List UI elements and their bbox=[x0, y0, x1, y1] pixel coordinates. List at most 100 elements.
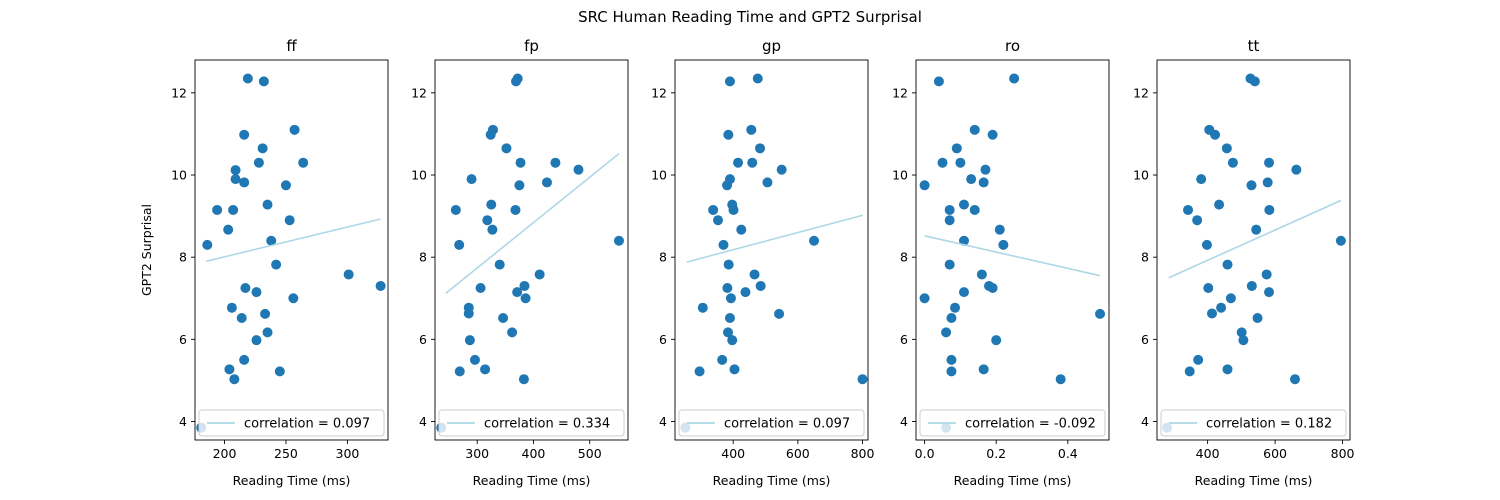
panel-title: fp bbox=[524, 37, 539, 55]
scatter-point bbox=[1236, 327, 1247, 338]
axes-frame bbox=[194, 59, 389, 441]
scatter-point bbox=[723, 129, 734, 140]
scatter-point bbox=[980, 164, 991, 175]
scatter-point bbox=[736, 224, 747, 235]
scatter-point bbox=[950, 302, 961, 313]
scatter-point bbox=[450, 204, 461, 215]
x-tick-label: 400 bbox=[721, 446, 745, 461]
scatter-point bbox=[1291, 164, 1302, 175]
scatter-point bbox=[289, 124, 300, 135]
x-axis-label: Reading Time (ms) bbox=[473, 473, 591, 488]
scatter-point bbox=[1201, 239, 1212, 250]
y-tick-label: 6 bbox=[659, 332, 667, 347]
scatter-point bbox=[534, 269, 545, 280]
scatter-point bbox=[998, 239, 1009, 250]
scatter-point bbox=[1221, 143, 1232, 154]
panel-tt: tt 400 600 800 4 6 8 10 12 Reading Time (ms) corre… bbox=[1133, 37, 1354, 488]
y-tick-label: 10 bbox=[411, 168, 427, 183]
scatter-point bbox=[498, 312, 509, 323]
y-tick-label: 10 bbox=[1133, 168, 1149, 183]
panels: ff 200 250 300 4 6 8 10 12 Reading Time (ms) GPT2 … bbox=[139, 37, 1355, 488]
scatter-point bbox=[239, 354, 250, 365]
scatter-point bbox=[466, 174, 477, 185]
scatter-point bbox=[723, 259, 734, 270]
y-tick-label: 6 bbox=[900, 332, 908, 347]
scatter-point bbox=[941, 327, 952, 338]
x-tick-label: 0.4 bbox=[1058, 446, 1078, 461]
legend-box bbox=[438, 409, 625, 437]
scatter-point bbox=[515, 157, 526, 168]
legend: correlation = -0.092 bbox=[919, 409, 1106, 437]
scatter-point bbox=[718, 239, 729, 250]
scatter-point bbox=[946, 366, 957, 377]
scatter-point bbox=[733, 157, 744, 168]
scatter-point bbox=[755, 280, 766, 291]
legend: correlation = 0.334 bbox=[438, 409, 625, 437]
scatter-point bbox=[727, 335, 738, 346]
scatter-point bbox=[485, 129, 496, 140]
scatter-point bbox=[697, 302, 708, 313]
scatter-point bbox=[202, 239, 213, 250]
x-axis-label: Reading Time (ms) bbox=[713, 473, 831, 488]
panel-ff: ff 200 250 300 4 6 8 10 12 Reading Time (ms) GPT2 … bbox=[139, 37, 389, 488]
legend-label: correlation = 0.097 bbox=[724, 417, 850, 432]
regression-line bbox=[445, 153, 620, 294]
scatter-point bbox=[239, 177, 250, 188]
scatter-point bbox=[978, 364, 989, 375]
scatter-point bbox=[722, 283, 733, 293]
y-tick-label: 10 bbox=[651, 168, 667, 183]
scatter-point bbox=[486, 199, 497, 210]
x-tick-label: 0.2 bbox=[986, 446, 1006, 461]
panel-gp: gp 400 600 800 4 6 8 10 12 Reading Time (ms) corre… bbox=[651, 37, 874, 488]
scatter-point bbox=[514, 180, 525, 191]
scatter-point bbox=[236, 312, 247, 323]
scatter-point bbox=[271, 259, 282, 270]
scatter-point bbox=[994, 224, 1005, 235]
scatter-point bbox=[494, 259, 505, 270]
scatter-point bbox=[507, 327, 518, 338]
y-tick-label: 4 bbox=[179, 414, 187, 429]
scatter-point bbox=[224, 364, 235, 375]
scatter-point bbox=[541, 177, 552, 188]
scatter-point bbox=[613, 235, 624, 246]
scatter-point bbox=[469, 354, 480, 365]
regression-line bbox=[205, 218, 381, 263]
scatter-point bbox=[1206, 308, 1217, 319]
scatter-point bbox=[1252, 312, 1263, 323]
scatter-point bbox=[463, 308, 474, 319]
scatter-point bbox=[1227, 157, 1238, 168]
scatter-point bbox=[944, 259, 955, 270]
scatter-point bbox=[723, 327, 734, 338]
y-tick-label: 10 bbox=[892, 168, 908, 183]
y-tick-label: 12 bbox=[1133, 85, 1149, 100]
scatter-point bbox=[519, 280, 530, 291]
scatter-point bbox=[1290, 374, 1301, 385]
scatter-point bbox=[518, 374, 529, 385]
scatter-point bbox=[976, 269, 987, 280]
legend-box bbox=[919, 409, 1106, 437]
scatter-point bbox=[212, 204, 223, 215]
scatter-point bbox=[251, 287, 262, 298]
scatter-point bbox=[969, 204, 980, 215]
x-tick-label: 600 bbox=[1263, 446, 1287, 461]
x-tick-label: 800 bbox=[851, 446, 875, 461]
scatter-point bbox=[951, 143, 962, 154]
scatter-point bbox=[919, 180, 930, 191]
scatter-point bbox=[284, 215, 295, 226]
scatter-point bbox=[944, 215, 955, 226]
scatter-point bbox=[1216, 302, 1227, 313]
regression-line bbox=[1168, 199, 1342, 279]
regression-line bbox=[686, 214, 864, 263]
scatter-point bbox=[809, 235, 820, 246]
scatter-point bbox=[1184, 366, 1195, 377]
x-tick-label: 400 bbox=[1196, 446, 1220, 461]
scatter-point bbox=[229, 374, 240, 385]
scatter-point bbox=[776, 164, 787, 175]
legend: correlation = 0.097 bbox=[678, 409, 865, 437]
scatter-point bbox=[257, 143, 268, 154]
scatter-point bbox=[747, 157, 758, 168]
x-tick-label: 300 bbox=[465, 446, 489, 461]
scatter-point bbox=[510, 204, 521, 215]
x-axis-label: Reading Time (ms) bbox=[1195, 473, 1313, 488]
